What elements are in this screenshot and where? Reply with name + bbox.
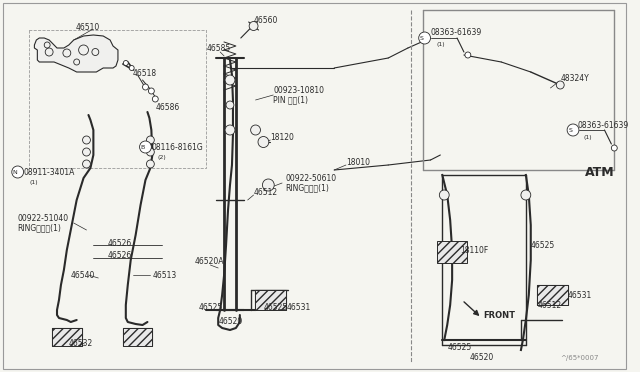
Text: 46525: 46525 bbox=[447, 343, 472, 353]
Circle shape bbox=[262, 179, 274, 191]
Circle shape bbox=[419, 32, 431, 44]
Circle shape bbox=[92, 48, 99, 55]
Text: (2): (2) bbox=[157, 154, 166, 160]
Text: 46525: 46525 bbox=[198, 304, 223, 312]
Bar bbox=[123, 328, 152, 346]
Text: 46526: 46526 bbox=[108, 251, 132, 260]
Text: 46560: 46560 bbox=[253, 16, 278, 25]
Polygon shape bbox=[35, 35, 118, 72]
Circle shape bbox=[129, 65, 134, 71]
Text: 46586: 46586 bbox=[156, 103, 180, 112]
Text: (1): (1) bbox=[436, 42, 445, 46]
Circle shape bbox=[124, 61, 128, 65]
Text: 46518: 46518 bbox=[132, 68, 157, 77]
Text: 46512: 46512 bbox=[538, 301, 562, 310]
Circle shape bbox=[63, 49, 71, 57]
Text: 00922-50610: 00922-50610 bbox=[285, 173, 336, 183]
Text: 08363-61639: 08363-61639 bbox=[578, 121, 629, 129]
Text: 00922-51040: 00922-51040 bbox=[18, 214, 69, 222]
Circle shape bbox=[79, 45, 88, 55]
Text: 46531: 46531 bbox=[568, 291, 593, 299]
Circle shape bbox=[249, 22, 258, 31]
Text: 48324Y: 48324Y bbox=[560, 74, 589, 83]
Text: N: N bbox=[12, 170, 17, 174]
Circle shape bbox=[251, 125, 260, 135]
Text: 46520: 46520 bbox=[470, 353, 494, 362]
Bar bbox=[437, 241, 467, 263]
Text: RINGリング(1): RINGリング(1) bbox=[285, 183, 329, 192]
Text: 46525: 46525 bbox=[531, 241, 555, 250]
Text: S: S bbox=[568, 128, 572, 132]
Text: 08363-61639: 08363-61639 bbox=[431, 28, 482, 36]
Circle shape bbox=[226, 101, 234, 109]
Circle shape bbox=[12, 166, 24, 178]
Circle shape bbox=[140, 141, 152, 153]
Circle shape bbox=[225, 125, 235, 135]
Text: 46520: 46520 bbox=[218, 317, 243, 327]
Circle shape bbox=[556, 81, 564, 89]
Text: RINGリング(1): RINGリング(1) bbox=[18, 224, 61, 232]
Bar bbox=[255, 290, 286, 310]
Circle shape bbox=[439, 190, 449, 200]
Circle shape bbox=[147, 136, 154, 144]
Bar bbox=[52, 328, 81, 346]
Circle shape bbox=[83, 148, 90, 156]
Text: 46532: 46532 bbox=[69, 340, 93, 349]
Text: S: S bbox=[420, 35, 424, 41]
Circle shape bbox=[152, 96, 158, 102]
Circle shape bbox=[83, 136, 90, 144]
Text: 46585: 46585 bbox=[207, 44, 230, 52]
Text: (1): (1) bbox=[584, 135, 593, 140]
Text: 18110F: 18110F bbox=[460, 246, 488, 254]
Circle shape bbox=[611, 145, 617, 151]
Circle shape bbox=[83, 160, 90, 168]
Text: ^/65*0007: ^/65*0007 bbox=[560, 355, 599, 361]
Text: 46513: 46513 bbox=[152, 270, 177, 279]
Circle shape bbox=[147, 148, 154, 156]
Text: 08116-8161G: 08116-8161G bbox=[152, 142, 203, 151]
Text: 08911-3401A: 08911-3401A bbox=[24, 167, 75, 176]
Text: PIN ピン(1): PIN ピン(1) bbox=[273, 96, 308, 105]
Circle shape bbox=[148, 88, 154, 94]
Text: 46526: 46526 bbox=[108, 238, 132, 247]
Circle shape bbox=[45, 48, 53, 56]
Circle shape bbox=[143, 84, 148, 90]
Text: 46510: 46510 bbox=[76, 22, 100, 32]
Text: 46525: 46525 bbox=[264, 304, 287, 312]
Text: 46520A: 46520A bbox=[195, 257, 224, 266]
Text: 46531: 46531 bbox=[287, 304, 311, 312]
Text: B: B bbox=[140, 144, 145, 150]
Circle shape bbox=[147, 160, 154, 168]
Text: FRONT: FRONT bbox=[484, 311, 516, 320]
Circle shape bbox=[567, 124, 579, 136]
Text: ATM: ATM bbox=[585, 166, 614, 179]
Circle shape bbox=[74, 59, 79, 65]
Text: 18010: 18010 bbox=[346, 157, 370, 167]
Text: 00923-10810: 00923-10810 bbox=[273, 86, 324, 94]
Circle shape bbox=[521, 190, 531, 200]
Text: 18120: 18120 bbox=[270, 132, 294, 141]
Text: 46540: 46540 bbox=[71, 270, 95, 279]
Bar bbox=[537, 285, 568, 305]
Circle shape bbox=[465, 52, 471, 58]
Text: 46512: 46512 bbox=[253, 187, 278, 196]
Circle shape bbox=[258, 137, 269, 148]
Circle shape bbox=[225, 75, 235, 85]
Text: (1): (1) bbox=[29, 180, 38, 185]
Circle shape bbox=[44, 42, 50, 48]
